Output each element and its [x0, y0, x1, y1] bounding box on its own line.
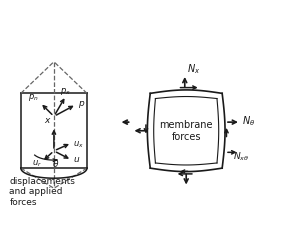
Text: $u$: $u$ — [73, 156, 80, 164]
Text: $p_x$: $p_x$ — [60, 86, 71, 97]
Text: $u_x$: $u_x$ — [73, 139, 84, 150]
Text: membrane
forces: membrane forces — [160, 120, 213, 142]
Text: $p$: $p$ — [78, 99, 86, 110]
Text: $N_\theta$: $N_\theta$ — [242, 114, 255, 128]
Text: $N_{x\theta}$: $N_{x\theta}$ — [233, 150, 249, 163]
Text: $N_x$: $N_x$ — [187, 63, 201, 76]
Text: $x$: $x$ — [44, 116, 51, 125]
Text: $\theta$: $\theta$ — [52, 158, 60, 169]
Text: $p_n$: $p_n$ — [28, 92, 38, 103]
Text: displacements
and applied
forces: displacements and applied forces — [9, 177, 75, 206]
Text: $u_r$: $u_r$ — [32, 159, 42, 169]
